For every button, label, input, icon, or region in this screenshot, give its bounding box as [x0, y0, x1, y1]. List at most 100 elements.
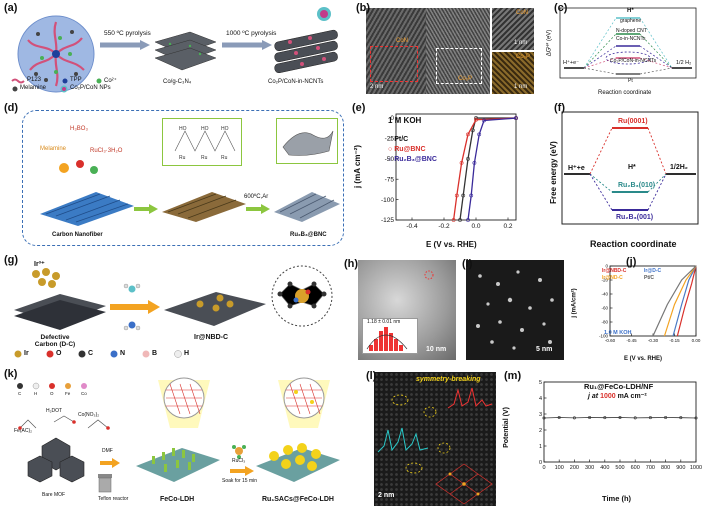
svg-text:HO: HO [179, 126, 187, 132]
stem-image: symmetry-breaking 2 nm [374, 372, 496, 506]
end-label: Ru₂B₃@BNC [290, 232, 327, 238]
panel-g: (g) Ir³⁺ Defective Carbon (D-C) Ir@NBD-C… [0, 252, 340, 362]
haadf-image: 5 nm [466, 260, 564, 360]
m-subtitle-val: 1000 [600, 393, 616, 400]
arrow-icon [100, 40, 150, 50]
c-line-ncnt: N-doped CNT [616, 28, 647, 34]
arrow-icon [100, 458, 120, 468]
start-label: Defective Carbon (D-C) [34, 334, 76, 348]
c-right: 1/2 H₂ [676, 60, 692, 66]
data-point [472, 161, 477, 165]
panel-label: (a) [4, 2, 18, 14]
data-point [466, 156, 470, 161]
legend-ptc-label: Pt/C [394, 136, 409, 143]
f-line-001: Ru₂B₃(001) [616, 214, 654, 221]
y-tick-label: 4 [539, 396, 542, 402]
lbl-co2p2: Co₂P [516, 54, 531, 60]
reagent-melamine: Melamine [40, 146, 67, 152]
teflon-reactor-icon [98, 474, 112, 493]
data-point [458, 218, 462, 222]
dashed-circle-icon [424, 270, 434, 280]
end-label: Co₂P/CoN-in-NCNTs [268, 79, 324, 85]
y-tick-label: 2 [539, 428, 542, 434]
nh3-molecule-icon [123, 321, 141, 331]
lbl-con: CoN [396, 38, 409, 44]
annotation: symmetry-breaking [416, 376, 481, 383]
legend-ir: Ir [24, 350, 29, 357]
data-point [633, 416, 637, 420]
data-point [470, 128, 475, 133]
scale-bar: 5 nm [536, 346, 553, 353]
panel-label: (m) [504, 370, 522, 382]
reagent-rucl3: RuCl₃·3H₂O [90, 148, 123, 154]
c-left: H⁺+e⁻ [563, 60, 580, 66]
bh3-molecule-icon [123, 283, 141, 293]
y-tick-label: 5 [539, 380, 542, 386]
j-xlabel: E (V vs. RHE) [624, 356, 663, 362]
ion-label: Ir³⁺ [34, 261, 45, 268]
y-tick-label: -100 [599, 334, 609, 339]
defective-carbon-sheet [14, 294, 106, 330]
plot-frame [395, 113, 517, 221]
m-title: Ru₁@FeCo-LDH/NF [584, 382, 654, 391]
y-tick-label: -40 [601, 292, 608, 297]
legend-o: O [56, 350, 62, 357]
tem-image: 1.18 ± 0.01 nm 10 nm [358, 260, 456, 360]
panel-l: (l) symmetry-breaking 2 nm [366, 370, 498, 508]
reagent-feac: Fe(AC)₂ [14, 428, 33, 434]
arrow-icon [246, 204, 270, 214]
series-line [459, 117, 516, 221]
red-profile [447, 387, 493, 409]
panel-b: (b) CoN Co₂P 2 nm CoN 1 nm Co₂P 1 nm [356, 2, 534, 96]
scale-bar: 1 nm [514, 84, 528, 90]
arrow-icon [134, 204, 158, 214]
legend-co-icon [96, 78, 102, 84]
arrow-icon [230, 466, 254, 476]
svg-text:HO: HO [221, 126, 229, 132]
panel-k: (k) C H O Fe Co Fe(AC)₂ H₂DOT Co(NO₃)₂ B… [0, 368, 345, 509]
histogram-bars [366, 327, 408, 351]
panel-a: (a) 550 ºC pyrolysis Co/g-C₃N₄ 1000 ºC p… [0, 0, 345, 95]
y-tick-label: -80 [601, 320, 608, 325]
x-tick-label: 400 [600, 465, 609, 471]
panel-label: (b) [356, 2, 371, 14]
y-tick-label: -50 [385, 156, 395, 163]
ir-ndb-sheet [164, 292, 266, 326]
reagent-label: RuCl₃ [232, 458, 246, 464]
lsv-chart: -0.60 -0.45 -0.30 -0.15 0.00 0 -20 -40 -60 -80 -10… [599, 264, 701, 344]
panel-label: (f) [554, 102, 565, 114]
b-atom-icon [142, 350, 150, 358]
atom-fe: Fe [65, 391, 71, 396]
legend-ru: ○ Ru@BNC [388, 146, 426, 153]
atom-co: Co [81, 391, 87, 396]
panel-e: (e) -0.4 -0.2 0.0 0.2 0 -25 -50 -75 -100 -125 1 M… [352, 100, 532, 250]
series-line [663, 265, 697, 337]
c-atom-icon [78, 350, 86, 358]
legend-p123: P123 [27, 77, 42, 83]
bnc-sheet-icon [282, 130, 334, 156]
sac-lens-icon [278, 377, 330, 428]
ldh-lens-icon [158, 377, 210, 428]
ir-atom-icon [14, 350, 22, 358]
sac-array [256, 443, 340, 482]
reagent-h3bo3: H₃BO₃ [70, 126, 88, 132]
legend-marker-icon: ○ [388, 156, 395, 163]
step2-label: 1000 ºC pyrolysis [226, 30, 277, 37]
legend-h: H [184, 350, 190, 357]
y-tick-label: 1 [539, 444, 542, 450]
lbl-con2: CoN [516, 10, 529, 16]
legend-marker-icon: ○ [388, 136, 395, 143]
x-tick-label: -0.4 [406, 223, 418, 230]
y-tick-label: 3 [539, 412, 542, 418]
svg-text:Ru: Ru [179, 155, 186, 161]
legend-melamine: Melamine [20, 85, 47, 91]
atom-balls-icon [17, 382, 87, 390]
panel-j: (j) -0.60 -0.45 -0.30 -0.15 0.00 0 -20 -40 -60 -8… [568, 256, 704, 366]
end-label: Ru₁SACs@FeCo-LDH [262, 496, 334, 503]
size-histogram: 1.18 ± 0.01 nm [362, 318, 418, 354]
legend-tpp: TPP [70, 77, 82, 83]
m-ylabel: Potential (V) [502, 407, 510, 448]
x-tick-label: -0.60 [605, 338, 616, 343]
panel-label: (d) [4, 102, 19, 114]
scheme-frame [22, 110, 344, 246]
